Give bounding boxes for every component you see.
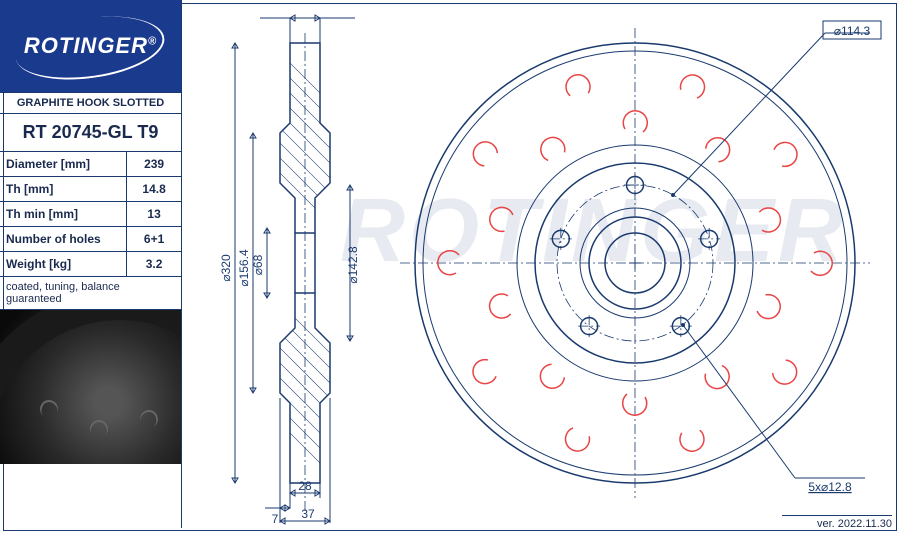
technical-drawing: ⌀320 ⌀156.4 ⌀68 ⌀142.8 28 7 37 [185,3,897,531]
dim-mid-dia: ⌀156.4 [237,249,251,287]
brand-logo: ROTINGER® [0,0,181,92]
dim-offset1: 7 [272,512,279,526]
dim-face-dia: ⌀142.8 [346,246,360,284]
dim-outer-dia: ⌀320 [219,254,233,282]
callout-dia: ⌀114.3 [834,24,871,38]
callout-bolt: 5x⌀12.8 [808,480,852,494]
dim-thickness: 28 [298,479,312,493]
product-photo [0,309,181,464]
dim-offset2: 37 [301,507,315,521]
version-label: ver. 2022.11.30 [782,515,892,530]
dim-hub-dia: ⌀68 [251,254,265,275]
